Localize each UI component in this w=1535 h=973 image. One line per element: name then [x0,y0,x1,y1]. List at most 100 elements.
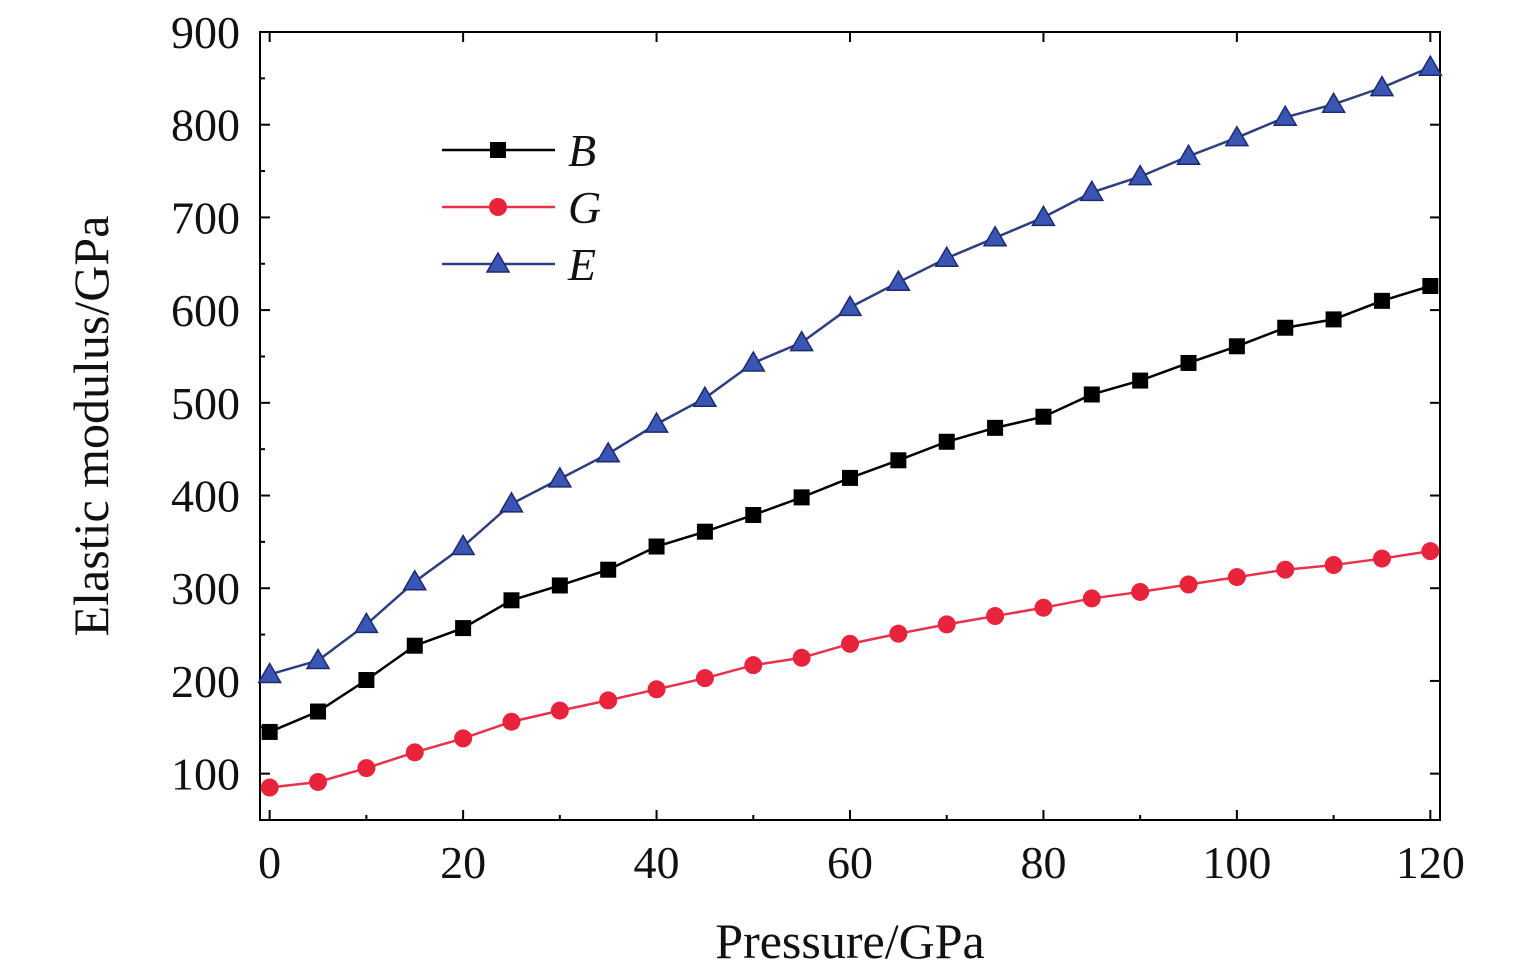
legend-item-E: E [442,239,596,290]
data-point-E [837,294,863,317]
data-point-B [310,703,327,720]
data-point-E [1224,125,1250,147]
data-point-G [986,607,1005,626]
series-line-G [269,549,1431,789]
legend-item-G: G [442,182,601,233]
data-point-E [354,611,379,634]
data-point-E [1127,164,1153,186]
data-point-G [695,669,714,688]
data-point-G [502,712,521,731]
data-point-B [1132,372,1149,389]
data-point-G [1372,549,1391,568]
data-point-G [1421,542,1440,561]
data-point-B [455,620,472,637]
data-point-B [648,538,665,555]
legend-label: G [568,182,601,233]
data-point-E [305,648,331,670]
series-line-B [269,284,1431,734]
legend: BGE [442,125,601,290]
data-point-G [1179,575,1198,594]
data-point-B [503,592,520,609]
data-point-E [1176,143,1201,165]
data-point-E [499,491,524,513]
data-point-B [745,506,762,523]
legend-item-B: B [442,125,596,176]
data-point-B [261,723,278,740]
data-point-G [599,691,618,710]
legend-label: E [567,239,596,290]
series-line-E [269,66,1431,676]
y-tick-label: 300 [171,563,240,614]
data-point-E [595,441,621,463]
data-point-E [257,661,282,684]
data-point-B [1422,278,1439,295]
data-point-E [740,350,766,372]
data-point-B [1277,319,1294,336]
x-tick-label: 40 [634,837,680,888]
data-point-E [886,269,911,292]
data-point-G [889,624,908,643]
x-tick-label: 20 [440,837,486,888]
legend-marker [489,198,507,216]
data-point-B [1325,311,1342,328]
x-tick-label: 100 [1202,837,1271,888]
series-E [257,54,1443,684]
x-axis-title: Pressure/GPa [715,913,984,969]
x-tick-label: 0 [258,837,281,888]
data-point-B [938,433,955,450]
data-point-B [1228,338,1245,355]
data-point-B [406,637,423,654]
y-axis-title: Elastic modulus/GPa [63,216,119,637]
y-tick-label: 400 [171,471,240,522]
data-point-G [841,634,859,653]
plot-frame [259,31,1441,821]
data-point-E [934,245,960,267]
data-point-E [1369,75,1395,97]
data-point-E [789,330,814,352]
data-point-E [1272,104,1298,127]
data-point-G [405,743,424,762]
y-tick-label: 500 [171,378,240,429]
y-tick-label: 800 [171,100,240,151]
data-point-G [1131,582,1150,601]
data-point-G [1082,589,1101,608]
x-tick-label: 120 [1396,837,1465,888]
data-point-B [358,672,375,689]
data-point-G [1227,568,1246,587]
legend-label: B [568,125,596,176]
data-point-G [357,759,376,778]
data-point-B [551,577,568,594]
data-point-B [600,561,617,578]
y-tick-label: 200 [171,656,240,707]
data-point-G [309,772,328,791]
axis-ticks: 0 20 40 60 80 100 120 100 200 300 400 500 600 700 800 9… [171,7,1465,888]
data-point-E [1321,91,1346,114]
data-point-E [692,385,718,407]
data-point-B [696,523,713,540]
y-tick-label: 600 [171,285,240,336]
data-point-E [547,466,573,488]
data-point-B [1180,354,1197,371]
y-tick-label: 700 [171,192,240,243]
data-point-G [454,729,473,748]
data-point-B [842,469,858,486]
y-tick-label: 100 [171,749,240,800]
data-point-E [982,225,1008,247]
data-point-G [792,648,811,667]
series-layer [257,54,1443,797]
data-point-G [1324,556,1343,575]
data-point-E [644,411,669,433]
data-point-G [550,701,569,720]
legend-marker [490,142,506,158]
data-point-G [1034,598,1053,617]
data-point-G [260,778,279,797]
data-point-B [1035,408,1052,425]
y-tick-label: 900 [171,7,240,58]
data-point-B [793,489,810,506]
x-tick-label: 60 [827,837,873,888]
data-point-G [647,680,666,699]
data-point-G [1276,560,1295,579]
series-G [260,542,1440,797]
data-point-B [1373,292,1390,309]
